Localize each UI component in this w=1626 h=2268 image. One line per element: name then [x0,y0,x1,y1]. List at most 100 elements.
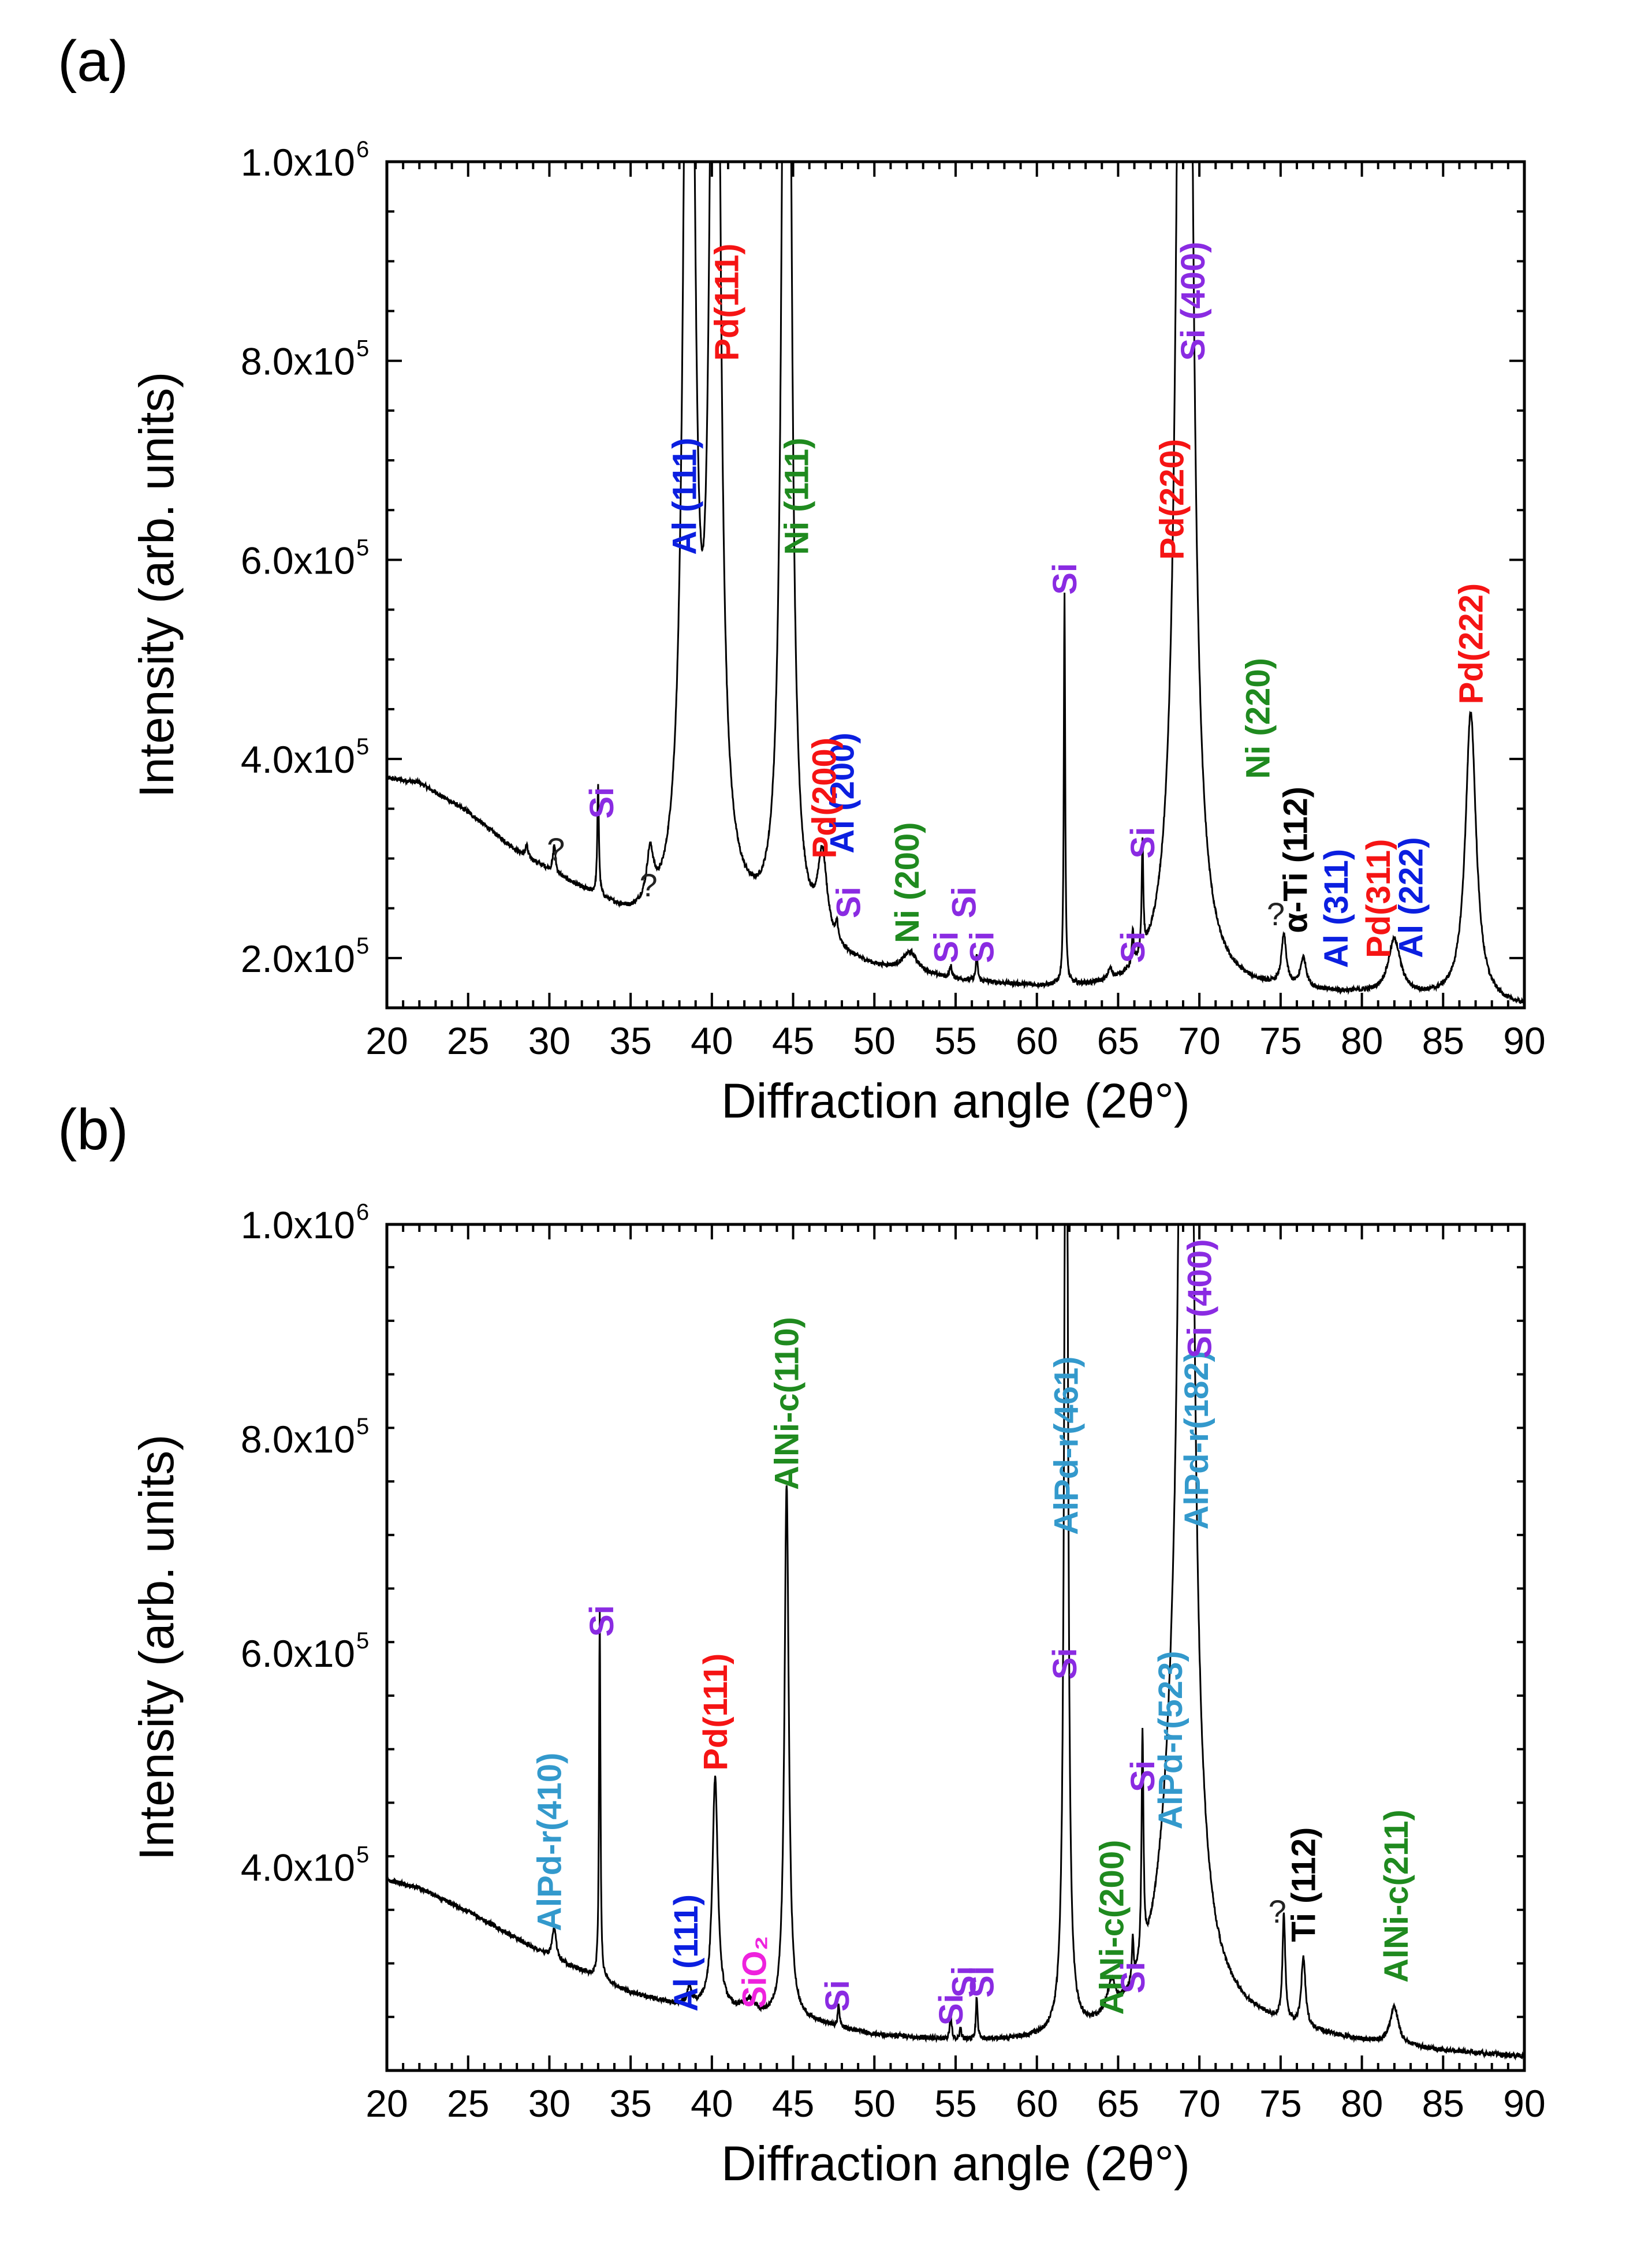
peak-label: Si [1124,827,1162,859]
peak-label: Si [945,1966,983,1998]
peak-label: Pd(220) [1154,439,1191,560]
peak-label: SiO₂ [736,1936,773,2009]
peak-label-unknown: ? [640,867,658,903]
y-tick-label: 6.0x10 [241,1632,355,1675]
y-tick-exponent: 5 [356,933,369,959]
peak-label: Al (200) [823,732,861,854]
y-tick-label: 6.0x10 [241,539,355,582]
peak-label: Si [830,887,868,918]
x-tick-label: 25 [447,1019,489,1062]
panel-label: (b) [58,1097,128,1162]
peak-label: AlNi-c(200) [1093,1840,1131,2015]
x-tick-label: 55 [934,2082,976,2125]
peak-label: Si [945,887,983,918]
x-tick-label: 50 [853,1019,896,1062]
y-axis-label: Intensity (arb. units) [129,1435,184,1861]
peak-label: AlPd-r(410) [531,1753,569,1931]
panel-b: 20 25 30 35 40 45 50 55 60 65 70 75 80 85 904.0x10 56.0… [58,1097,1546,2191]
peak-label: Pd(200) [805,738,843,859]
y-tick-exponent: 5 [356,336,369,362]
y-tick-label: 4.0x10 [241,738,355,781]
x-tick-label: 30 [528,2082,570,2125]
peak-label-unknown: ? [1267,896,1285,932]
x-tick-label: 50 [853,2082,896,2125]
x-tick-label: 45 [772,1019,814,1062]
x-tick-label: 90 [1503,2082,1545,2125]
peak-label: Pd(111) [697,1653,734,1771]
y-tick-exponent: 5 [356,1414,369,1439]
x-tick-label: 35 [609,1019,651,1062]
xrd-trace [387,1224,1524,2061]
peak-label: AlPd-r(182) [1178,1351,1215,1529]
y-tick-label: 8.0x10 [241,340,355,383]
y-tick-label: 4.0x10 [241,1846,355,1889]
y-tick-exponent: 5 [356,1628,369,1653]
x-tick-label: 40 [691,1019,733,1062]
x-tick-label: 20 [366,2082,408,2125]
x-tick-label: 35 [609,2082,651,2125]
peak-label: Si [1046,563,1084,595]
x-tick-label: 60 [1016,2082,1058,2125]
peak-label: AlPd-r(461) [1048,1356,1086,1535]
x-tick-label: 45 [772,2082,814,2125]
peak-label: AlNi-c(211) [1378,1809,1415,1983]
peak-label: Si [583,787,621,819]
x-tick-label: 55 [934,1019,976,1062]
x-axis-label: Diffraction angle (2θ°) [721,1074,1190,1128]
y-axis-label: Intensity (arb. units) [129,372,184,798]
peak-label: Si [1114,1962,1152,1994]
plot-frame [385,1223,1526,2072]
x-tick-label: 65 [1097,1019,1139,1062]
x-tick-label: 80 [1341,2082,1383,2125]
x-tick-label: 30 [528,1019,570,1062]
peak-label: Pd(222) [1452,583,1490,705]
peak-label: Si [1046,1648,1084,1679]
xrd-trace [387,162,1524,1007]
peak-label-unknown: ? [547,831,565,867]
x-tick-label: 25 [447,2082,489,2125]
x-tick-label: 85 [1422,2082,1464,2125]
x-tick-label: 60 [1016,1019,1058,1062]
x-tick-label: 40 [691,2082,733,2125]
peak-label: Al (222) [1392,837,1430,958]
peak-label: Pd(311) [1360,839,1397,958]
x-axis-label: Diffraction angle (2θ°) [721,2136,1190,2191]
panel-a: 20 25 30 35 40 45 50 55 60 65 70 75 80 85 902.0x10 54.0… [58,29,1546,1128]
peak-label: Ni (200) [889,822,926,943]
peak-label: Si [963,1966,1001,1998]
peak-label: Al (311) [1318,849,1355,968]
peak-label: Al (111) [666,438,703,555]
peak-label: AlPd-r(523) [1152,1651,1189,1829]
y-tick-exponent: 5 [356,734,369,759]
y-tick-label: 8.0x10 [241,1418,355,1461]
x-tick-label: 65 [1097,2082,1139,2125]
x-tick-label: 75 [1259,2082,1301,2125]
y-tick-exponent: 6 [356,1200,369,1225]
y-tick-exponent: 5 [356,1842,369,1868]
peak-label: Pd(111) [708,244,745,361]
peak-label: Ni (111) [778,438,816,555]
panel-label: (a) [58,29,128,94]
x-tick-label: 80 [1341,1019,1383,1062]
peak-label: Si [1114,932,1152,963]
peak-label: Si [933,1994,970,2025]
peak-label: α-Ti (112) [1277,787,1314,933]
peak-label: Si [963,932,1001,963]
peak-label: Ti (112) [1285,1827,1323,1942]
x-tick-label: 20 [366,1019,408,1062]
peak-label: Si [583,1605,621,1637]
peak-label: Al (111) [667,1894,705,2012]
peak-label: Si [927,932,965,963]
y-tick-label: 1.0x10 [241,141,355,184]
x-tick-label: 90 [1503,1019,1545,1062]
peak-label: AlNi-c(110) [769,1317,806,1490]
peak-label: Si (400) [1181,1239,1218,1358]
peak-label-unknown: ? [1269,1893,1286,1930]
y-tick-exponent: 6 [356,137,369,162]
peak-label: Si (400) [1174,241,1212,360]
y-tick-label: 2.0x10 [241,937,355,980]
y-tick-exponent: 5 [356,535,369,560]
x-tick-label: 70 [1178,2082,1220,2125]
y-tick-label: 1.0x10 [241,1204,355,1246]
